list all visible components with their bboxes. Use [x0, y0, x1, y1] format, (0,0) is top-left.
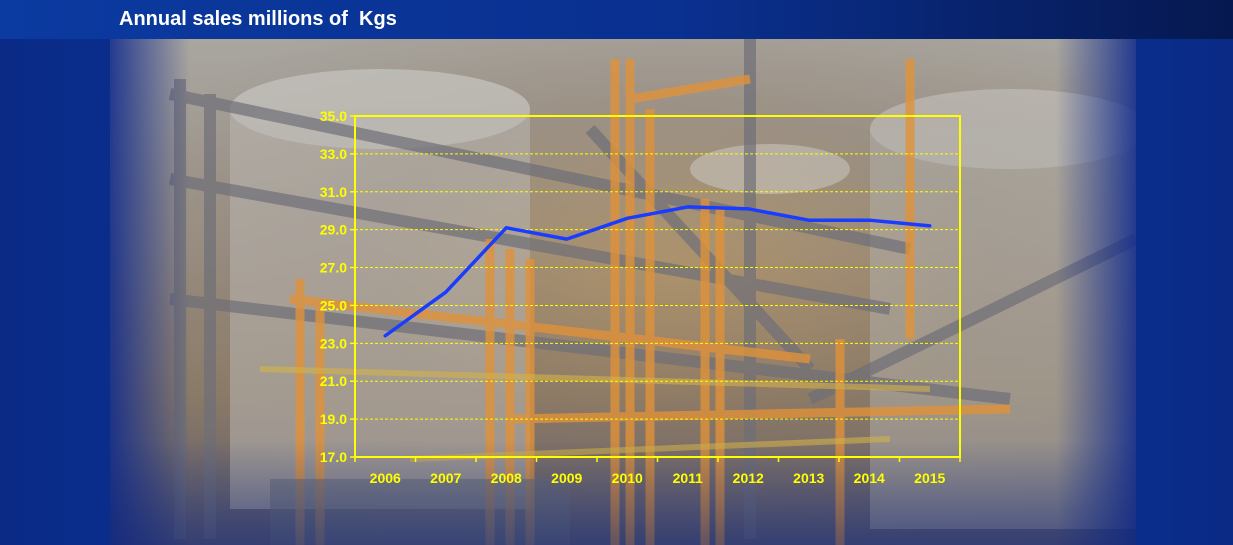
data-point: [383, 334, 387, 338]
series-line: [383, 205, 932, 338]
x-tick-label: 2008: [491, 470, 522, 486]
data-point: [625, 216, 629, 220]
data-point: [807, 218, 811, 222]
y-tick-label: 21.0: [320, 373, 347, 389]
x-tick-label: 2013: [793, 470, 824, 486]
y-tick-label: 33.0: [320, 146, 347, 162]
page-title: Annual sales millions of Kgs: [119, 8, 397, 30]
x-tick-label: 2007: [430, 470, 461, 486]
y-tick-label: 17.0: [320, 449, 347, 465]
x-tick-label: 2009: [551, 470, 582, 486]
data-point: [504, 226, 508, 230]
title-bar: Annual sales millions of Kgs: [0, 0, 1233, 39]
x-tick-label: 2015: [914, 470, 945, 486]
data-point: [444, 290, 448, 294]
data-point: [928, 224, 932, 228]
y-tick-label: 27.0: [320, 260, 347, 276]
y-tick-label: 35.0: [320, 108, 347, 124]
plot-frame: [354, 115, 961, 458]
data-point: [565, 237, 569, 241]
y-tick-label: 25.0: [320, 297, 347, 313]
y-tick-label: 29.0: [320, 222, 347, 238]
data-point: [746, 207, 750, 211]
data-point: [686, 205, 690, 209]
x-tick-label: 2010: [612, 470, 643, 486]
x-tick-label: 2012: [733, 470, 764, 486]
y-tick-label: 19.0: [320, 411, 347, 427]
x-tick-label: 2011: [673, 470, 704, 486]
data-point: [867, 218, 871, 222]
y-tick-label: 31.0: [320, 184, 347, 200]
y-tick-label: 23.0: [320, 335, 347, 351]
x-tick-label: 2014: [854, 470, 885, 486]
x-tick-label: 2006: [370, 470, 401, 486]
